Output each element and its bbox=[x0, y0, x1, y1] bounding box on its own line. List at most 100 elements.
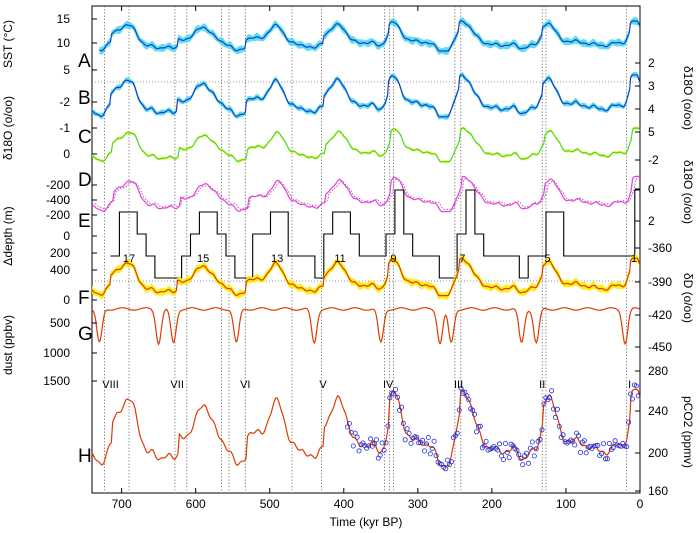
panel-letter-f: F bbox=[78, 288, 90, 309]
co2-point-101 bbox=[539, 427, 545, 433]
panel-b-series bbox=[91, 71, 641, 120]
benthic-d18o-band bbox=[92, 71, 640, 120]
co2-point-78 bbox=[495, 447, 501, 453]
panel-letter-a: A bbox=[78, 51, 91, 72]
co2-point-15 bbox=[373, 437, 379, 443]
termination-label-6: II bbox=[539, 379, 545, 391]
right-tick-label-b-1: 3 bbox=[648, 79, 655, 93]
panel-h-series bbox=[91, 382, 641, 472]
x-tick-label-1: 600 bbox=[186, 497, 206, 511]
co2-point-59 bbox=[458, 385, 464, 391]
co2-point-65 bbox=[470, 407, 476, 413]
co2-point-83 bbox=[504, 449, 510, 455]
panel-a-series bbox=[99, 17, 640, 55]
co2-point-138 bbox=[610, 445, 616, 451]
co2-point-90 bbox=[518, 455, 524, 461]
co2-point-129 bbox=[593, 443, 599, 449]
co2-point-57 bbox=[454, 430, 460, 436]
series-layer bbox=[91, 17, 641, 472]
co2-point-12 bbox=[368, 436, 374, 442]
left-axis-title-g: dust (ppbv) bbox=[1, 315, 15, 375]
stage-label-2: 13 bbox=[271, 253, 283, 265]
co2-point-36 bbox=[414, 434, 420, 440]
co2-point-89 bbox=[516, 452, 522, 458]
co2-point-33 bbox=[408, 440, 414, 446]
co2-point-132 bbox=[599, 451, 605, 457]
panel-letter-c: C bbox=[78, 127, 92, 148]
right-axis-title-f: δD (o/oo) bbox=[681, 273, 695, 323]
co2-point-67 bbox=[473, 429, 479, 435]
x-tick-label-2: 500 bbox=[260, 497, 280, 511]
x-tick-label-4: 300 bbox=[408, 497, 428, 511]
termination-label-2: VI bbox=[240, 379, 250, 391]
co2-point-5 bbox=[354, 434, 360, 440]
co2-point-148 bbox=[629, 396, 635, 402]
left-tick-label-a-0: 15 bbox=[57, 12, 71, 26]
benthic-d18o-line bbox=[91, 74, 641, 118]
co2-point-44 bbox=[429, 446, 435, 452]
panel-e-series bbox=[110, 189, 640, 279]
co2-point-41 bbox=[423, 441, 429, 447]
right-axis-title-h: pCO2 (ppmv) bbox=[681, 396, 695, 468]
co2-point-121 bbox=[578, 449, 584, 455]
co2-point-97 bbox=[531, 453, 537, 459]
co2-point-110 bbox=[556, 423, 562, 429]
left-tick-label-a-2: 5 bbox=[63, 63, 70, 77]
co2-point-95 bbox=[527, 445, 533, 451]
co2-point-43 bbox=[427, 451, 433, 457]
x-tick-label-7: 0 bbox=[637, 497, 644, 511]
co2-point-117 bbox=[570, 438, 576, 444]
left-tick-label-e-1: -200 bbox=[46, 208, 70, 222]
right-axis-title-d: δ18O (o/oo) bbox=[681, 160, 695, 224]
termination-label-1: VII bbox=[170, 379, 183, 391]
co2-point-25 bbox=[393, 386, 399, 392]
co2-point-72 bbox=[483, 438, 489, 444]
co2-point-108 bbox=[552, 414, 558, 420]
model-d18o-line bbox=[91, 175, 641, 213]
co2-point-94 bbox=[526, 460, 532, 466]
co2-point-32 bbox=[406, 430, 412, 436]
co2-point-61 bbox=[462, 389, 468, 395]
co2-point-118 bbox=[572, 442, 578, 448]
co2-point-63 bbox=[466, 397, 472, 403]
co2-point-84 bbox=[506, 455, 512, 461]
x-tick-label-5: 200 bbox=[482, 497, 502, 511]
left-tick-label-c-0: -2 bbox=[59, 95, 70, 109]
panel-letter-b: B bbox=[78, 88, 91, 109]
dust-line bbox=[91, 307, 640, 346]
co2-point-21 bbox=[385, 423, 391, 429]
x-tick-label-0: 700 bbox=[112, 497, 132, 511]
co2-point-45 bbox=[431, 438, 437, 444]
right-tick-label-f-3: -450 bbox=[648, 340, 672, 354]
co2-point-91 bbox=[520, 462, 526, 468]
co2-point-100 bbox=[537, 436, 543, 442]
left-axis-title-a: SST (°C) bbox=[1, 20, 15, 68]
co2-point-14 bbox=[371, 441, 377, 447]
co2-point-22 bbox=[387, 395, 393, 401]
co2-point-1 bbox=[346, 420, 352, 426]
co2-point-3 bbox=[350, 443, 356, 449]
panel-letter-e: E bbox=[78, 211, 91, 232]
co2-point-6 bbox=[356, 448, 362, 454]
co2-point-136 bbox=[606, 440, 612, 446]
co2-point-29 bbox=[400, 420, 406, 426]
co2-point-39 bbox=[420, 437, 426, 443]
termination-label-0: VIII bbox=[102, 379, 119, 391]
left-tick-label-a-1: 10 bbox=[57, 36, 71, 50]
co2-point-79 bbox=[497, 441, 503, 447]
co2-point-40 bbox=[421, 448, 427, 454]
left-tick-label-d-0: -200 bbox=[46, 178, 70, 192]
left-tick-label-f-0: 0 bbox=[63, 293, 70, 307]
co2-point-24 bbox=[391, 391, 397, 397]
co2-point-58 bbox=[456, 407, 462, 413]
left-tick-label-e-3: 200 bbox=[50, 246, 70, 260]
co2-point-139 bbox=[612, 438, 618, 444]
right-tick-label-f-0: -360 bbox=[648, 241, 672, 255]
co2-point-134 bbox=[603, 456, 609, 462]
plot-frame bbox=[91, 5, 641, 494]
left-axis-title-e: Δdepth (m) bbox=[1, 206, 15, 265]
co2-point-81 bbox=[500, 457, 506, 463]
panel-letter-d: D bbox=[78, 170, 92, 191]
right-tick-label-b-2: 4 bbox=[648, 102, 655, 116]
co2-point-130 bbox=[595, 442, 601, 448]
